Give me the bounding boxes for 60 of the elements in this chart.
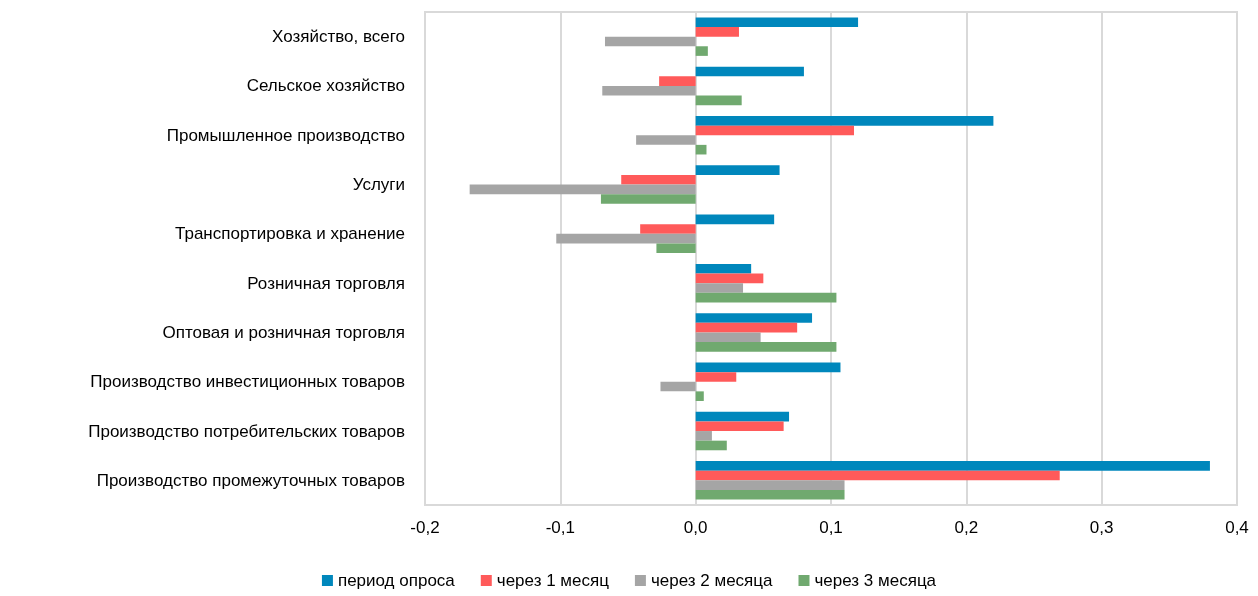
bar [695, 362, 841, 373]
bar [695, 125, 855, 136]
bar [656, 243, 696, 254]
y-tick-label: Услуги [352, 175, 405, 195]
bar [695, 283, 744, 293]
y-tick-label: Сельское хозяйство [246, 76, 405, 96]
bar [695, 461, 1210, 471]
bar [659, 76, 696, 86]
bar [695, 322, 798, 333]
y-tick-label: Производство потребительских товаров [88, 421, 405, 441]
bar [640, 224, 696, 234]
x-tick-label: 0,3 [1089, 518, 1114, 537]
bar [695, 165, 780, 175]
bar [695, 342, 837, 352]
y-tick-label: Промышленное производство [166, 125, 405, 145]
bar [695, 17, 859, 28]
bar [695, 480, 845, 490]
bar [556, 233, 696, 244]
y-tick-label: Оптовая и розничная торговля [162, 322, 405, 342]
bar [695, 489, 845, 500]
y-tick-label: Производство промежуточных товаров [96, 470, 405, 490]
y-tick-label: Транспортировка и хранение [175, 224, 405, 244]
bar [695, 431, 712, 441]
bar [695, 27, 739, 37]
bar [621, 174, 696, 185]
bar [695, 263, 752, 274]
bar [695, 214, 775, 225]
y-tick-label: Производство инвестиционных товаров [90, 372, 405, 392]
bar [695, 470, 1060, 481]
x-tick-label: 0,4 [1225, 518, 1249, 537]
legend-label: через 2 месяца [650, 571, 774, 590]
bar [695, 440, 727, 451]
bar [660, 381, 696, 392]
bar [695, 95, 742, 106]
x-tick-label: 0,2 [954, 518, 979, 537]
bar [695, 372, 737, 382]
legend-label: через 3 месяца [814, 571, 937, 590]
bar [695, 411, 790, 422]
legend-label: через 1 месяц [496, 571, 610, 590]
y-tick-label: Хозяйство, всего [271, 27, 405, 47]
bar [695, 391, 704, 401]
bar [695, 292, 837, 303]
y-tick-label: Розничная торговля [247, 273, 405, 293]
bar [695, 332, 761, 343]
x-tick-label: 0,1 [819, 518, 843, 537]
bar [695, 421, 784, 432]
bar [695, 46, 708, 56]
bar [695, 116, 994, 126]
bar [604, 36, 696, 47]
x-tick-label: -0,1 [545, 518, 575, 537]
bar [636, 135, 696, 145]
bar [695, 66, 804, 77]
bar [469, 184, 696, 195]
bar [602, 85, 696, 96]
bar [695, 313, 813, 323]
bar [695, 273, 764, 284]
x-tick-label: 0,0 [683, 518, 708, 537]
legend-label: период опроса [337, 571, 456, 590]
bar [600, 194, 696, 204]
x-tick-label: -0,2 [410, 518, 440, 537]
